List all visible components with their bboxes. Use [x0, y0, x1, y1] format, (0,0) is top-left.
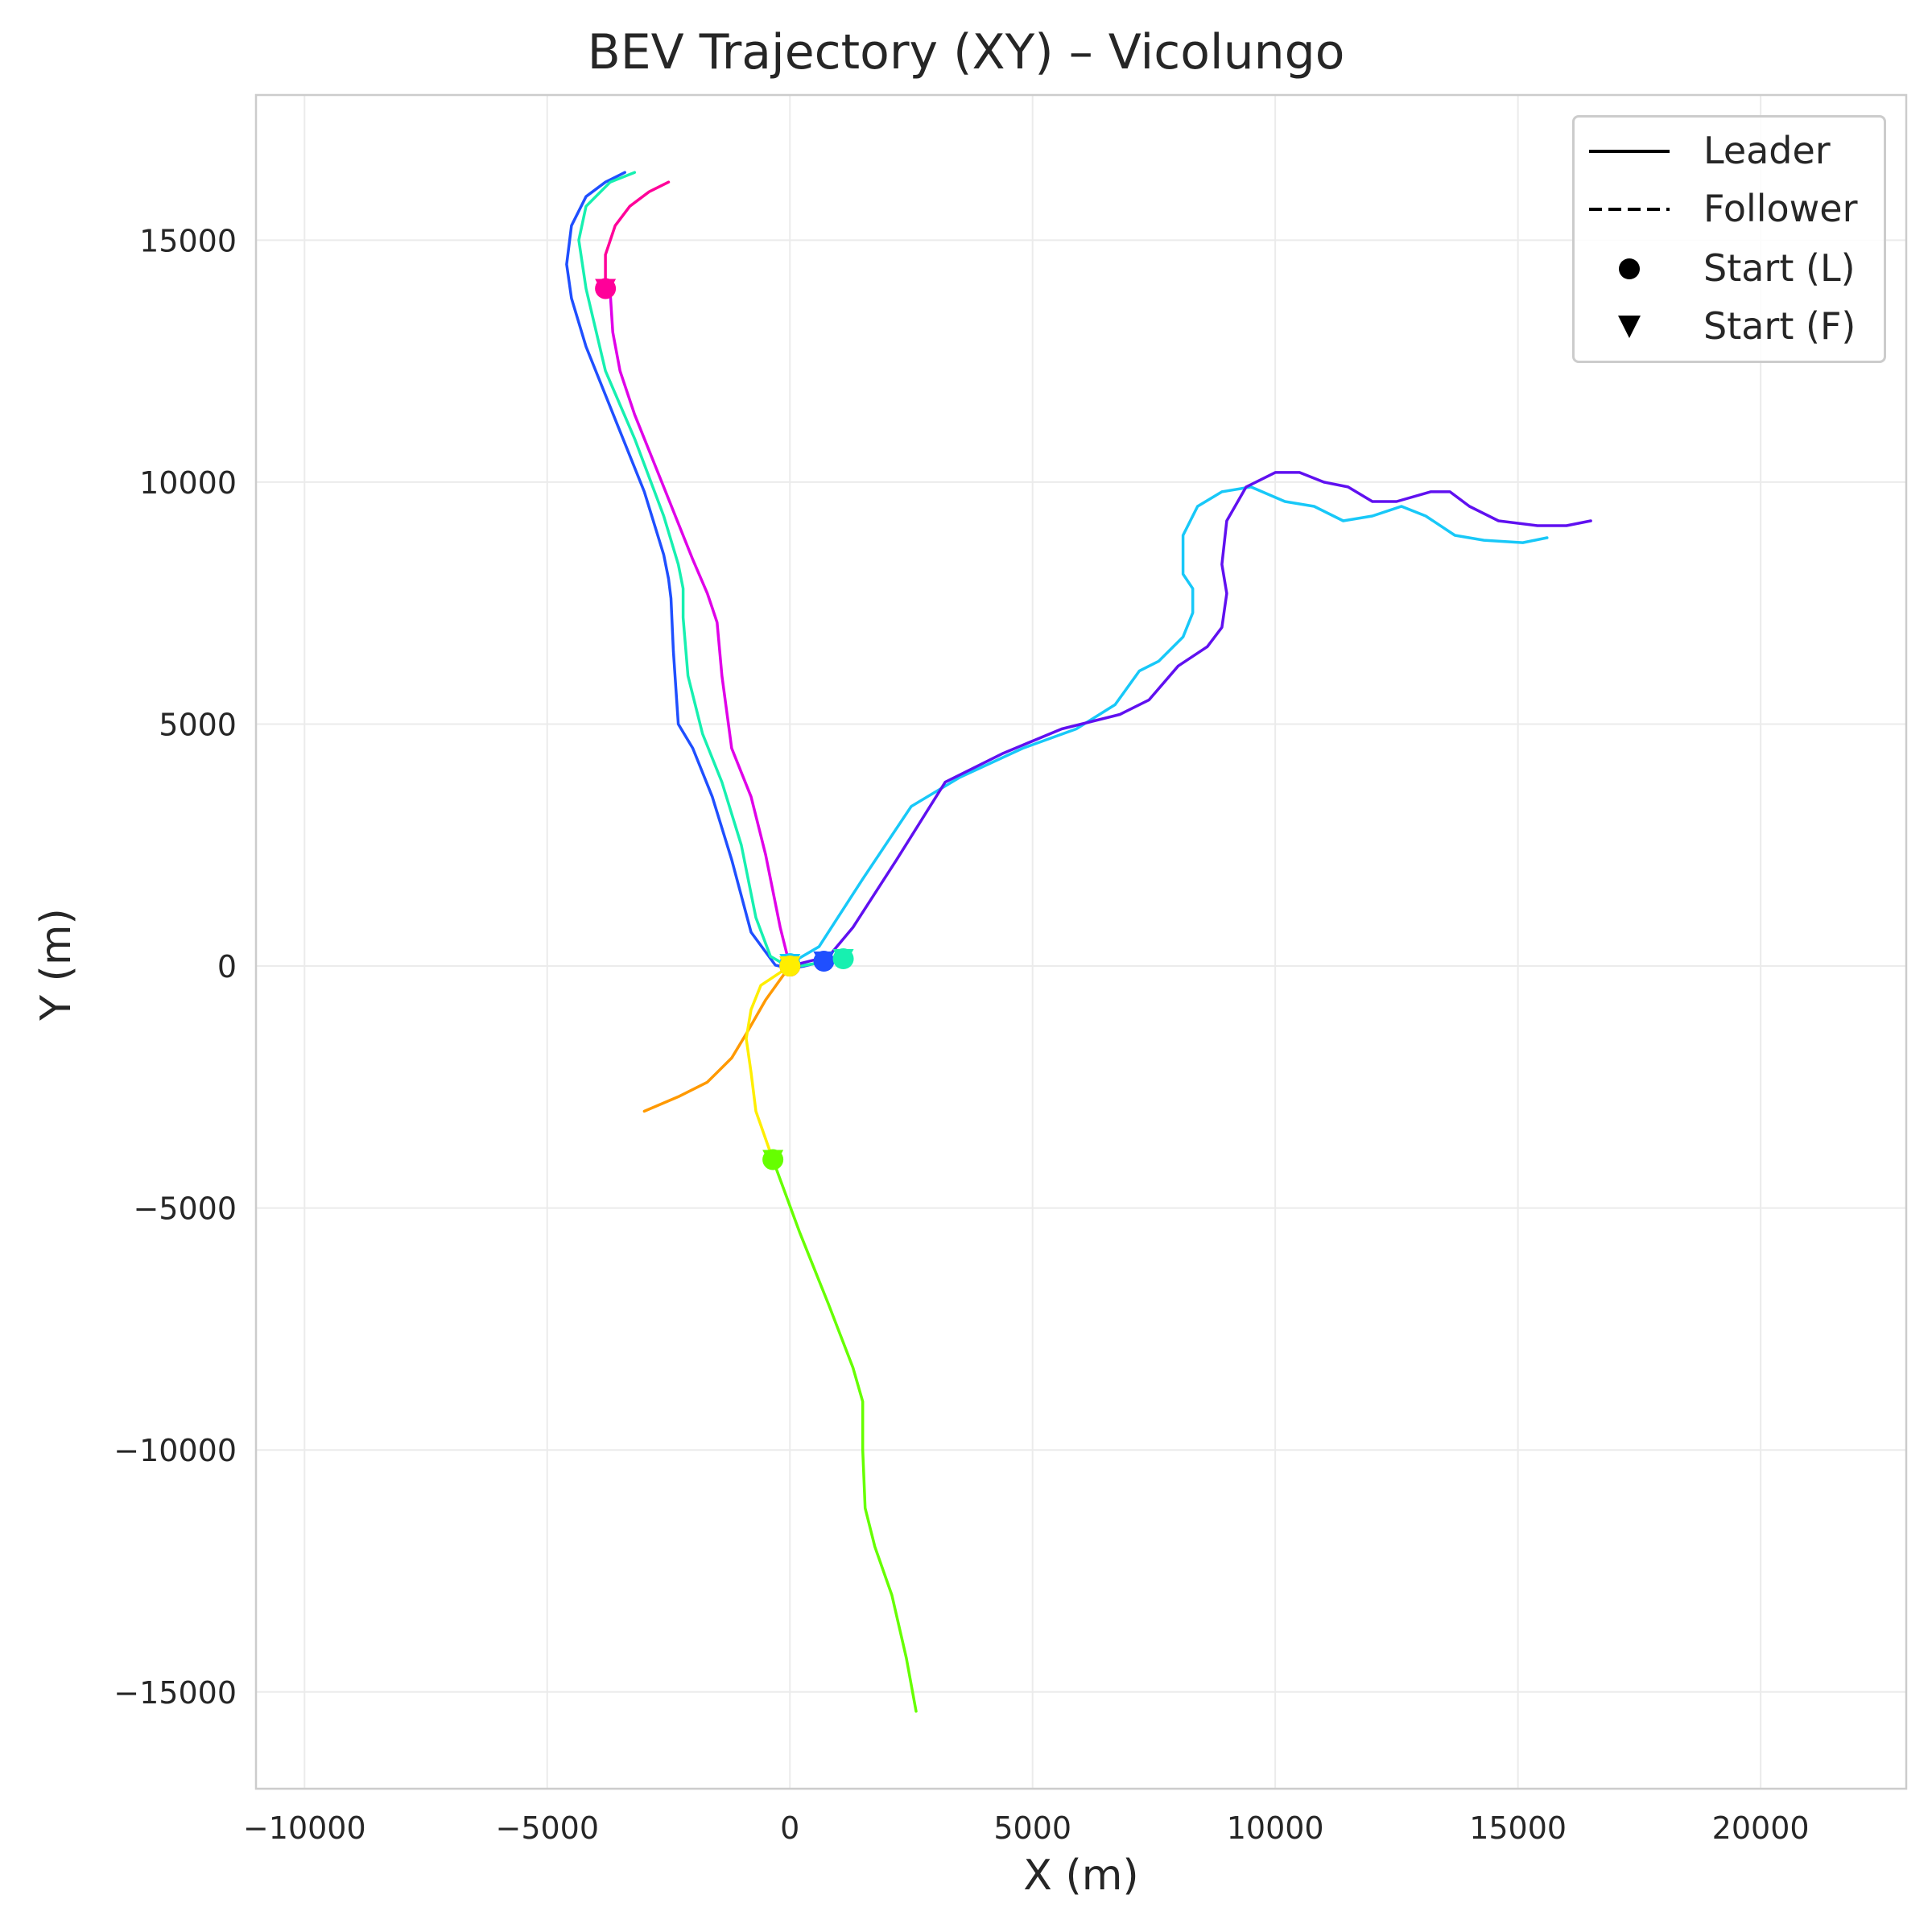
y-tick-label: −15000: [114, 1675, 237, 1711]
trajectory-line-5: [788, 471, 1592, 968]
legend-item-start-leader: Start (L): [1575, 240, 1884, 298]
x-tick-label: 5000: [993, 1810, 1071, 1846]
trajectory-line-3: [604, 180, 671, 291]
start-leader-marker-0: [813, 951, 835, 972]
y-tick-label: 0: [217, 949, 237, 985]
y-tick-label: 10000: [139, 465, 237, 501]
trajectory-line-0: [565, 171, 826, 970]
legend-label: Start (L): [1703, 246, 1856, 290]
legend: Leader Follower Start (L) Start (F): [1572, 115, 1886, 363]
legend-item-start-follower: Start (F): [1575, 298, 1884, 356]
trajectory-line-4: [788, 485, 1549, 965]
x-tick-label: −5000: [495, 1810, 599, 1846]
trajectory-line-7: [745, 964, 791, 1162]
start-leader-marker-3: [595, 278, 617, 299]
y-tick-label: −10000: [114, 1433, 237, 1468]
legend-item-follower: Follower: [1575, 180, 1884, 238]
legend-item-leader: Leader: [1575, 122, 1884, 180]
trajectory-line-1: [577, 171, 845, 969]
legend-label: Leader: [1703, 129, 1831, 172]
start-leader-marker-1: [832, 948, 854, 970]
plot-frame: [254, 93, 1908, 1790]
trajectory-line-2: [604, 287, 791, 968]
dashed-line-icon: [1589, 208, 1670, 211]
x-tick-label: 10000: [1227, 1810, 1324, 1846]
triangle-down-marker-icon: [1618, 316, 1641, 338]
chart-title: BEV Trajectory (XY) – Vicolungo: [587, 24, 1345, 80]
trajectory-line-8: [771, 1158, 918, 1713]
x-tick-label: −10000: [243, 1810, 366, 1846]
x-tick-label: 15000: [1469, 1810, 1567, 1846]
x-axis-label: X (m): [1023, 1852, 1139, 1900]
y-axis-label: Y (m): [32, 908, 80, 1021]
y-tick-label: 15000: [139, 223, 237, 258]
y-tick-label: −5000: [133, 1191, 237, 1227]
legend-label: Start (F): [1703, 304, 1856, 348]
trajectory-line-6: [642, 964, 791, 1113]
x-tick-label: 0: [780, 1810, 799, 1846]
circle-marker-icon: [1619, 258, 1640, 279]
start-leader-marker-8: [762, 1149, 784, 1170]
start-leader-marker-7: [779, 956, 801, 977]
x-tick-label: 20000: [1712, 1810, 1810, 1846]
legend-label: Follower: [1703, 187, 1858, 230]
solid-line-icon: [1589, 150, 1670, 153]
y-tick-label: 5000: [159, 707, 237, 742]
